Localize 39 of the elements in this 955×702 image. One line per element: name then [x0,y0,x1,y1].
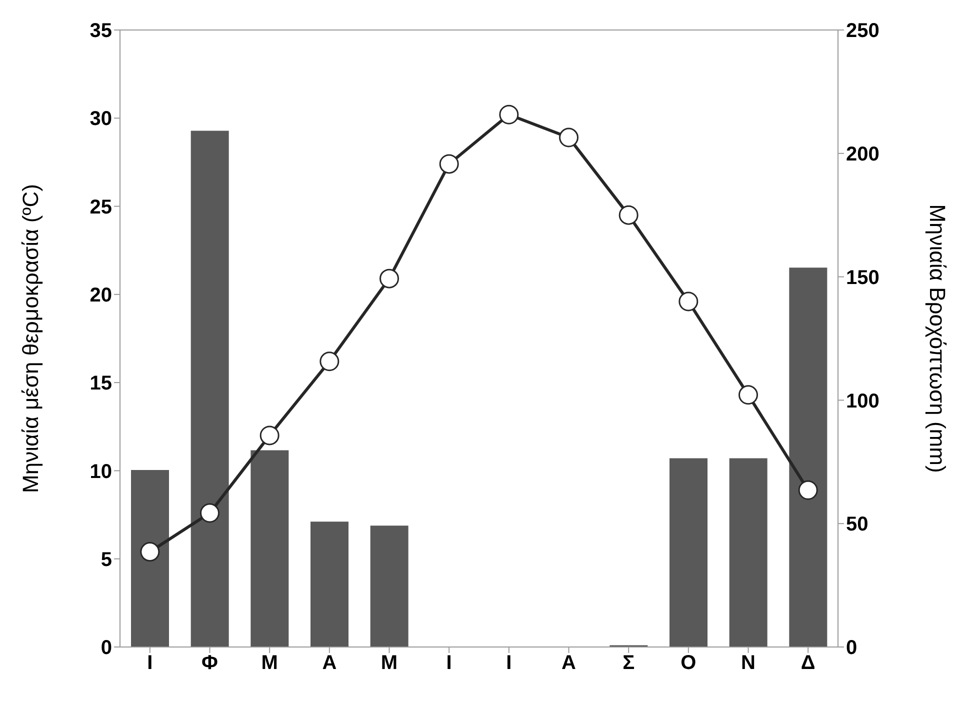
x-tick-label: Φ [202,652,218,674]
point [798,480,818,500]
y-tick-label: 15 [90,372,112,395]
y-tick-label: 10 [90,460,112,483]
x-tick-label: Ι [506,652,512,674]
x-tick-label: Μ [380,652,398,674]
bar [729,458,768,647]
bar [310,522,348,647]
x-tick-label: Ν [741,652,756,674]
point [200,503,220,523]
bar [370,526,408,647]
y-tick-label: 0 [100,637,112,660]
y2-axis-title: Μηνιαία Βροχόπτωση (mm) [925,204,950,473]
y2-tick-label: 150 [846,266,880,289]
x-tick-label: Μ [261,652,278,674]
y-tick-label: 20 [90,284,112,307]
y-tick-label: 25 [90,196,112,218]
y2-tick-label: 200 [846,144,880,166]
y-tick-label: 35 [90,20,112,42]
bar [131,470,169,647]
x-tick-label: Δ [800,652,816,674]
bar [789,268,828,647]
y2-tick-label: 100 [846,390,880,412]
x-tick-label: Α [322,652,337,674]
y2-tick-label: 0 [846,637,858,660]
y2-tick-label: 50 [846,514,868,536]
y-tick-label: 30 [90,108,112,130]
x-tick-label: Ι [147,652,153,674]
point [140,542,160,562]
x-tick-label: Α [562,652,576,674]
bar [190,130,229,647]
bar [250,450,289,647]
x-tick-label: Ο [680,652,696,674]
y-tick-label: 5 [100,548,112,571]
x-tick-label: Σ [622,652,635,674]
bar [670,458,708,647]
x-tick-label: Ι [446,652,452,674]
y2-tick-label: 250 [846,20,880,42]
y-axis-title: Μηνιαία μέση θερμοκρασία (ºC) [18,184,43,493]
